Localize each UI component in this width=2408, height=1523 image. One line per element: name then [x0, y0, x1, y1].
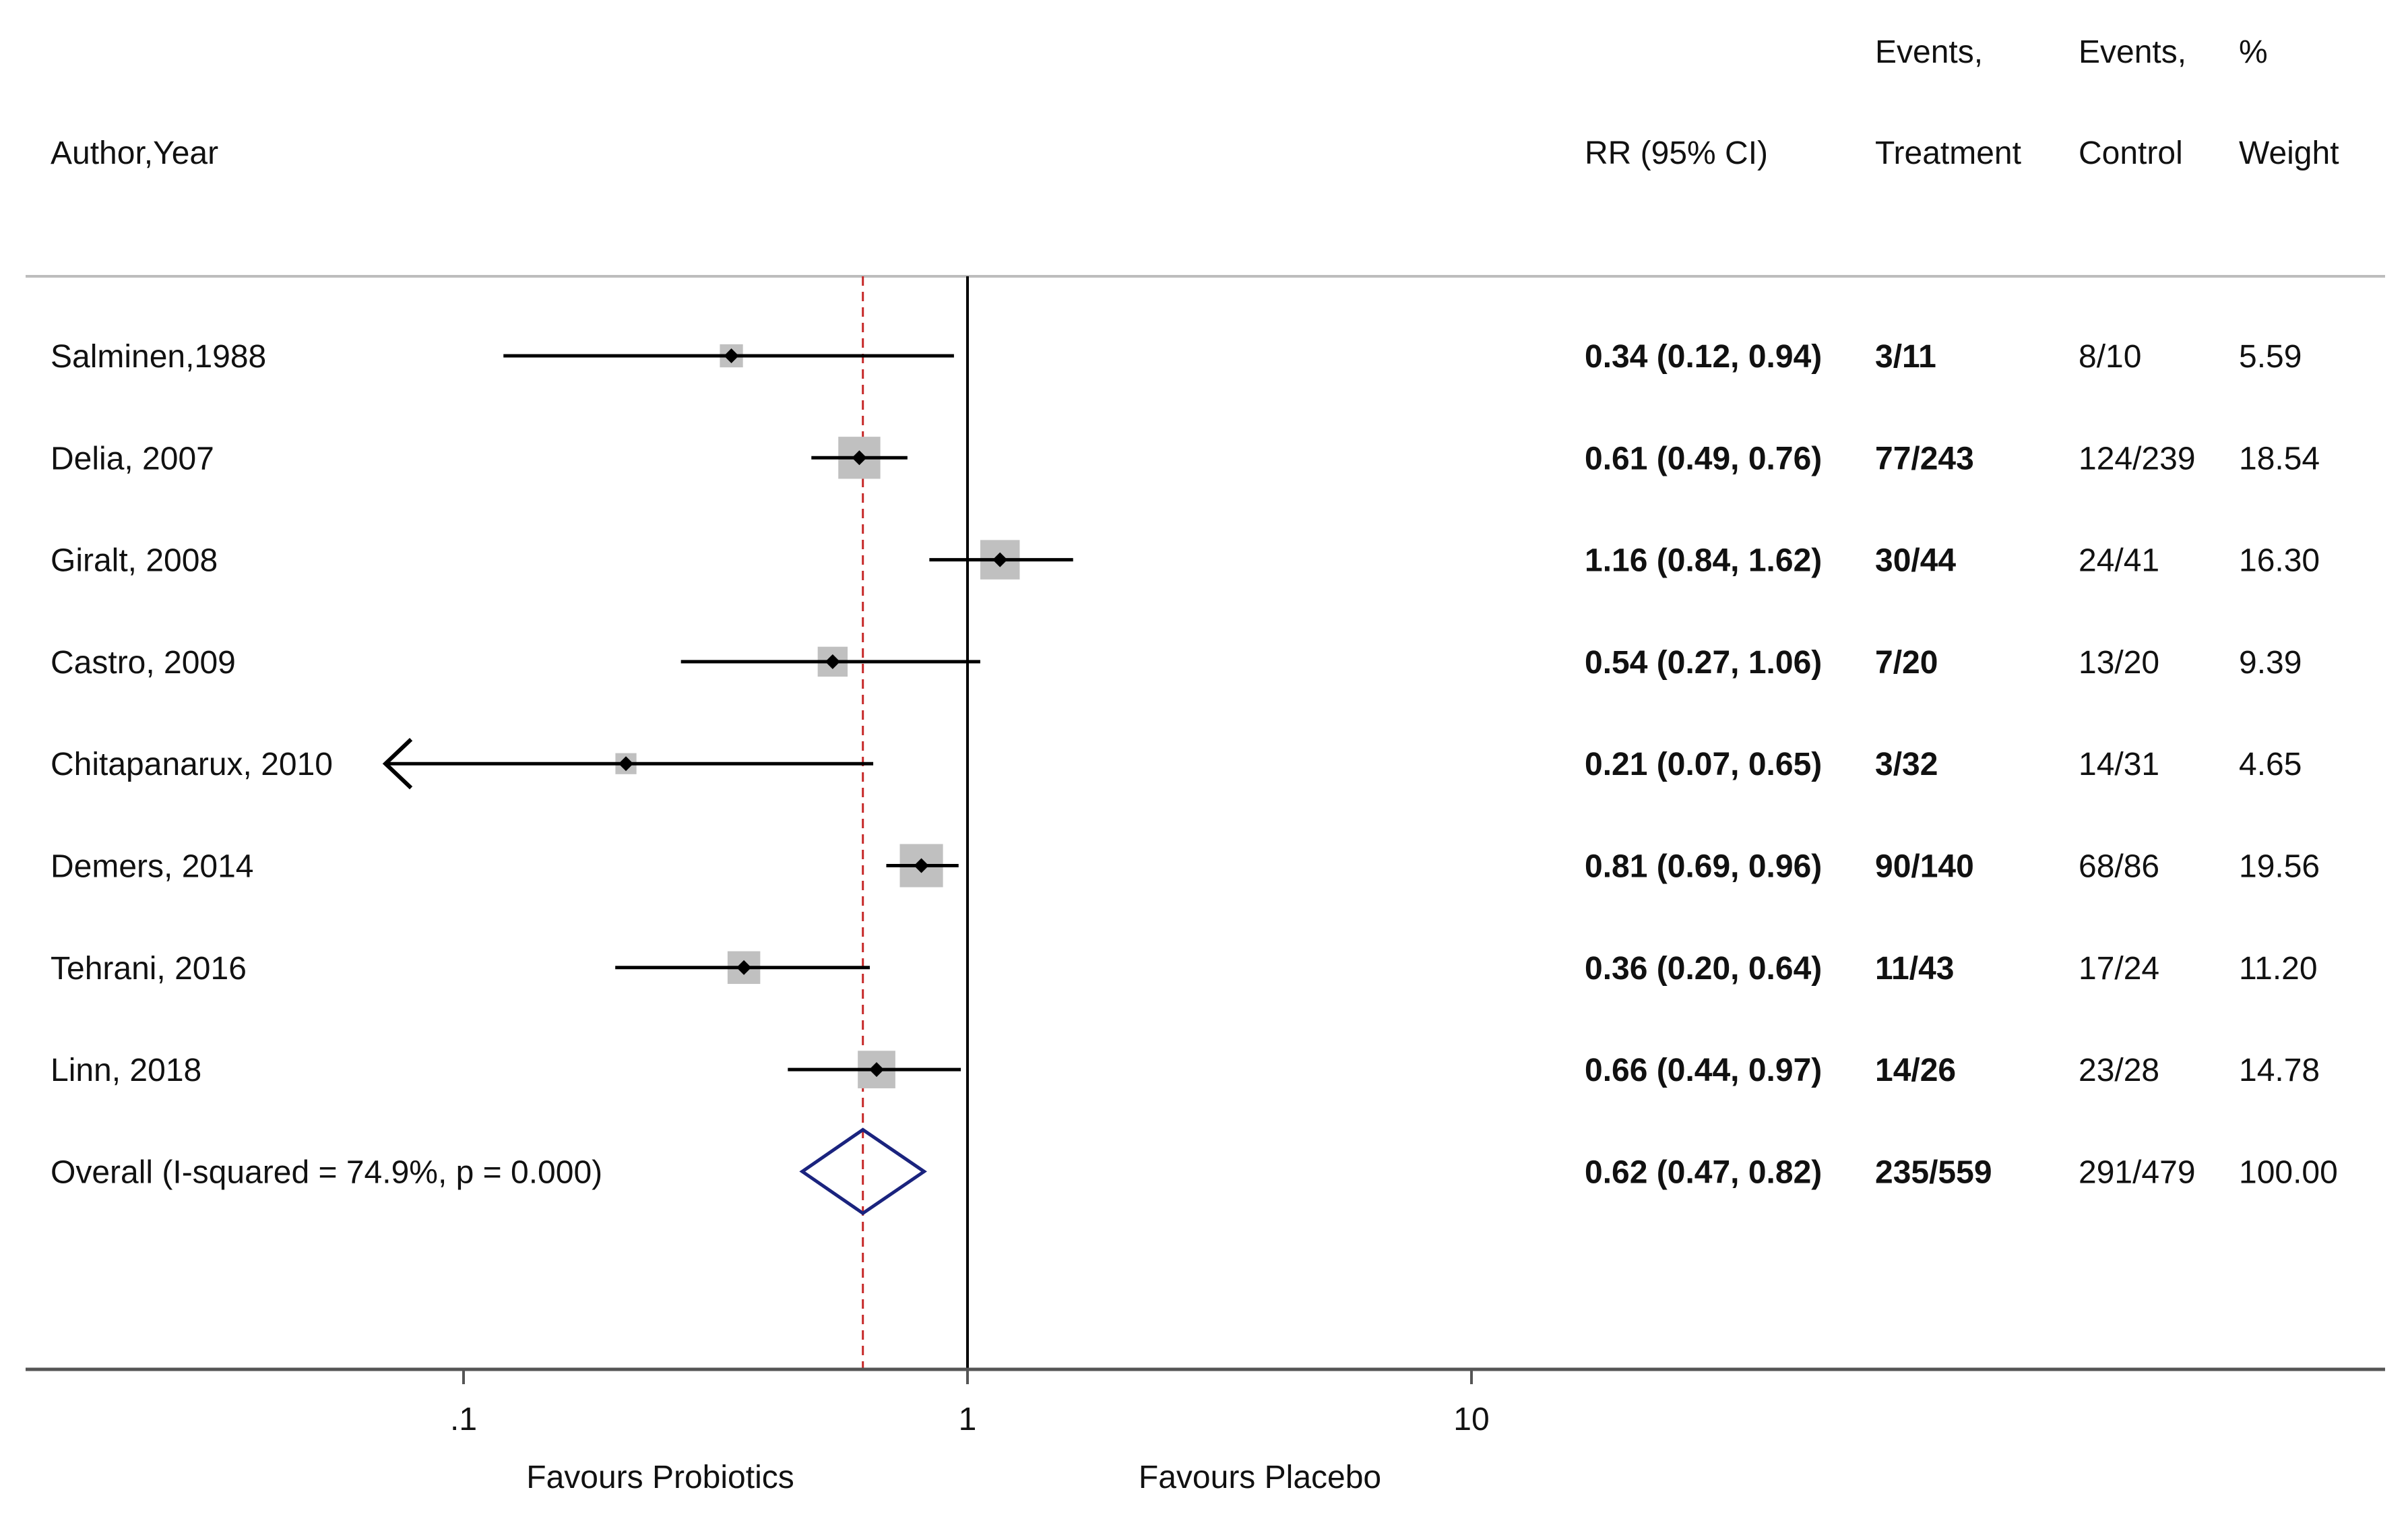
rr-value: 1.16 (0.84, 1.62)	[1585, 543, 1822, 579]
header-treatment-line1: Events,	[1875, 34, 1983, 70]
overall-treatment-events: 235/559	[1875, 1154, 1992, 1190]
header-treatment-line2: Treatment	[1875, 135, 2021, 171]
weight-value: 18.54	[2239, 441, 2320, 476]
study-row: Tehrani, 2016 0.36 (0.20, 0.64) 11/43 17/24…	[51, 951, 2318, 987]
study-label: Linn, 2018	[51, 1053, 201, 1088]
weight-value: 5.59	[2239, 339, 2302, 375]
weight-value: 16.30	[2239, 543, 2320, 579]
weight-value: 9.39	[2239, 645, 2302, 681]
point-estimate	[724, 348, 739, 363]
x-tick-label: 10	[1453, 1402, 1489, 1437]
treatment-events: 3/11	[1875, 339, 1936, 375]
control-events: 23/28	[2079, 1053, 2159, 1088]
header-rr: RR (95% CI)	[1585, 135, 1768, 171]
control-events: 68/86	[2079, 849, 2159, 885]
point-estimate	[992, 552, 1008, 567]
point-estimate	[619, 756, 634, 772]
study-row: Demers, 2014 0.81 (0.69, 0.96) 90/140 68/86…	[51, 844, 2320, 888]
overall-weight-value: 100.00	[2239, 1154, 2338, 1190]
header-weight-line2: Weight	[2239, 135, 2339, 171]
reference-lines	[862, 276, 969, 1369]
weight-value: 14.78	[2239, 1053, 2320, 1088]
study-row: Chitapanarux, 2010 0.21 (0.07, 0.65) 3/32 1…	[51, 738, 2302, 790]
weight-value: 19.56	[2239, 849, 2320, 885]
treatment-events: 30/44	[1875, 543, 1956, 579]
point-estimate	[825, 654, 840, 669]
study-rows: Salminen,1988 0.34 (0.12, 0.94) 3/11 8/10 5.…	[51, 339, 2320, 1088]
point-estimate	[869, 1062, 885, 1078]
rr-value: 0.61 (0.49, 0.76)	[1585, 441, 1822, 476]
study-label: Tehrani, 2016	[51, 951, 247, 987]
overall-row: Overall (I-squared = 74.9%, p = 0.000) 0.…	[51, 1127, 2338, 1216]
x-tick-label: 1	[959, 1402, 977, 1437]
control-events: 14/31	[2079, 747, 2159, 782]
treatment-events: 11/43	[1875, 951, 1954, 987]
study-row: Salminen,1988 0.34 (0.12, 0.94) 3/11 8/10 5.…	[51, 339, 2302, 375]
treatment-events: 77/243	[1875, 441, 1974, 476]
study-label: Castro, 2009	[51, 645, 236, 681]
rr-value: 0.36 (0.20, 0.64)	[1585, 951, 1822, 987]
study-label: Delia, 2007	[51, 441, 214, 476]
weight-value: 4.65	[2239, 747, 2302, 782]
study-row: Giralt, 2008 1.16 (0.84, 1.62) 30/44 24/41 1…	[51, 540, 2320, 580]
study-label: Salminen,1988	[51, 339, 266, 375]
weight-value: 11.20	[2239, 951, 2318, 987]
control-events: 17/24	[2079, 951, 2159, 987]
study-row: Linn, 2018 0.66 (0.44, 0.97) 14/26 23/28 14.…	[51, 1051, 2320, 1088]
header-control-line2: Control	[2079, 135, 2183, 171]
point-estimate	[852, 450, 867, 466]
study-row: Delia, 2007 0.61 (0.49, 0.76) 77/243 124/23…	[51, 437, 2320, 479]
treatment-events: 3/32	[1875, 747, 1938, 782]
rr-value: 0.34 (0.12, 0.94)	[1585, 339, 1822, 375]
x-tick-label: .1	[450, 1402, 477, 1437]
control-events: 8/10	[2079, 339, 2141, 375]
rr-value: 0.54 (0.27, 1.06)	[1585, 645, 1822, 681]
study-row: Castro, 2009 0.54 (0.27, 1.06) 7/20 13/20 9.…	[51, 645, 2302, 681]
study-label: Chitapanarux, 2010	[51, 747, 333, 782]
header: Author,Year RR (95% CI) Events, Treatmen…	[51, 34, 2339, 171]
header-control-line1: Events,	[2079, 34, 2186, 70]
control-events: 24/41	[2079, 543, 2159, 579]
overall-rr-value: 0.62 (0.47, 0.82)	[1585, 1154, 1822, 1190]
x-axis: .1 1 10	[26, 1367, 2385, 1437]
point-estimate	[914, 858, 929, 873]
treatment-events: 14/26	[1875, 1053, 1956, 1088]
study-label: Giralt, 2008	[51, 543, 218, 579]
ci-arrow-left	[382, 738, 413, 790]
treatment-events: 90/140	[1875, 849, 1974, 885]
favours-left-label: Favours Probiotics	[526, 1460, 794, 1495]
rr-value: 0.21 (0.07, 0.65)	[1585, 747, 1822, 782]
header-weight-line1: %	[2239, 34, 2268, 70]
point-estimate	[736, 960, 752, 975]
favours-right-label: Favours Placebo	[1139, 1460, 1381, 1495]
header-study: Author,Year	[51, 135, 218, 171]
rr-value: 0.66 (0.44, 0.97)	[1585, 1053, 1822, 1088]
overall-control-events: 291/479	[2079, 1154, 2196, 1190]
rr-value: 0.81 (0.69, 0.96)	[1585, 849, 1822, 885]
overall-label: Overall (I-squared = 74.9%, p = 0.000)	[51, 1154, 602, 1190]
control-events: 13/20	[2079, 645, 2159, 681]
control-events: 124/239	[2079, 441, 2196, 476]
overall-diamond	[799, 1127, 927, 1216]
treatment-events: 7/20	[1875, 645, 1938, 681]
study-label: Demers, 2014	[51, 849, 253, 885]
